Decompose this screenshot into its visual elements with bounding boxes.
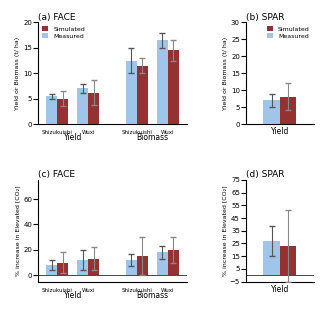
- Bar: [157, 40, 168, 124]
- Text: Shizukuishi: Shizukuishi: [121, 130, 152, 135]
- Bar: [137, 66, 148, 124]
- Y-axis label: % increase in Elevated [CO₂]: % increase in Elevated [CO₂]: [15, 186, 20, 276]
- Y-axis label: Yield or Biomass (t/ ha): Yield or Biomass (t/ ha): [15, 37, 20, 110]
- Bar: [126, 60, 137, 124]
- Text: Yield: Yield: [271, 127, 289, 136]
- Bar: [168, 250, 179, 275]
- Bar: [57, 262, 68, 275]
- Legend: Simulated, Measured: Simulated, Measured: [42, 26, 86, 40]
- Y-axis label: % increase in Elevated [CO₂]: % increase in Elevated [CO₂]: [222, 186, 227, 276]
- Text: Shizukuishi: Shizukuishi: [42, 130, 73, 135]
- Bar: [280, 246, 296, 275]
- Bar: [77, 88, 88, 124]
- Text: (b) SPAR: (b) SPAR: [246, 12, 285, 22]
- Bar: [88, 92, 100, 124]
- Text: (c) FACE: (c) FACE: [38, 170, 76, 179]
- Bar: [88, 259, 100, 275]
- Text: Yield: Yield: [271, 285, 289, 294]
- Bar: [126, 260, 137, 275]
- Text: Wuxi: Wuxi: [161, 130, 175, 135]
- Bar: [57, 99, 68, 124]
- Text: Shizukuishi: Shizukuishi: [121, 288, 152, 293]
- Text: Biomass: Biomass: [136, 291, 168, 300]
- Text: Yield: Yield: [64, 291, 82, 300]
- Text: (a) FACE: (a) FACE: [38, 12, 76, 22]
- Text: Wuxi: Wuxi: [82, 130, 95, 135]
- Bar: [263, 100, 280, 124]
- Bar: [263, 241, 280, 275]
- Bar: [168, 50, 179, 124]
- Text: Yield: Yield: [64, 133, 82, 142]
- Bar: [137, 256, 148, 275]
- Text: (d) SPAR: (d) SPAR: [246, 170, 285, 179]
- Bar: [157, 252, 168, 275]
- Y-axis label: Yield or Biomass (t/ ha): Yield or Biomass (t/ ha): [223, 37, 228, 110]
- Bar: [46, 265, 57, 275]
- Text: Shizukuishi: Shizukuishi: [42, 288, 73, 293]
- Legend: Simulated, Measured: Simulated, Measured: [266, 26, 310, 40]
- Text: Wuxi: Wuxi: [82, 288, 95, 293]
- Text: Wuxi: Wuxi: [161, 288, 175, 293]
- Bar: [280, 97, 296, 124]
- Bar: [77, 260, 88, 275]
- Text: Biomass: Biomass: [136, 133, 168, 142]
- Bar: [46, 96, 57, 124]
